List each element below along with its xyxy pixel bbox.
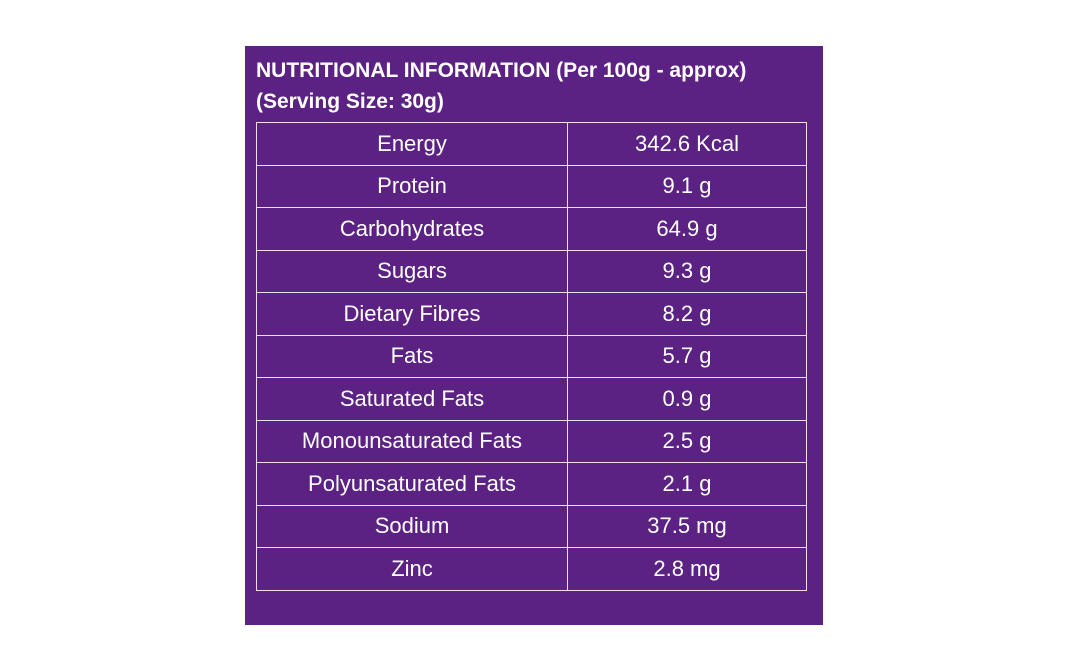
nutrient-amount-cell: 9.3 g (567, 249, 807, 293)
nutrient-name-cell: Sodium (256, 504, 568, 548)
nutrient-name-cell: Fats (256, 334, 568, 378)
table-row: Polyunsaturated Fats 2.1 g (256, 462, 807, 506)
nutrient-amount-cell: 9.1 g (567, 164, 807, 208)
nutrient-name-cell: Monounsaturated Fats (256, 419, 568, 463)
nutrient-name-cell: Saturated Fats (256, 377, 568, 421)
nutrient-amount-cell: 2.1 g (567, 462, 807, 506)
table-row: Sodium 37.5 mg (256, 504, 807, 548)
title-line-2: (Serving Size: 30g) (256, 90, 444, 113)
nutrient-name-cell: Dietary Fibres (256, 292, 568, 336)
nutrition-panel: NUTRITIONAL INFORMATION (Per 100g - appr… (245, 46, 823, 625)
nutrient-name-cell: Carbohydrates (256, 207, 568, 251)
nutrient-name-cell: Zinc (256, 547, 568, 591)
nutrient-amount-cell: 64.9 g (567, 207, 807, 251)
nutrient-name-cell: Sugars (256, 249, 568, 293)
nutrition-title: NUTRITIONAL INFORMATION (Per 100g - appr… (256, 55, 816, 117)
table-row: Carbohydrates 64.9 g (256, 207, 807, 251)
nutrition-table: Energy 342.6 Kcal Protein 9.1 g Carbohydrate… (256, 122, 807, 591)
nutrient-amount-cell: 342.6 Kcal (567, 122, 807, 166)
table-row: Zinc 2.8 mg (256, 547, 807, 591)
nutrient-amount-cell: 5.7 g (567, 334, 807, 378)
nutrient-name-cell: Polyunsaturated Fats (256, 462, 568, 506)
table-row: Monounsaturated Fats 2.5 g (256, 419, 807, 463)
title-line-1: NUTRITIONAL INFORMATION (Per 100g - appr… (256, 59, 747, 82)
nutrient-name-cell: Energy (256, 122, 568, 166)
nutrient-amount-cell: 0.9 g (567, 377, 807, 421)
nutrient-amount-cell: 8.2 g (567, 292, 807, 336)
nutrient-amount-cell: 2.5 g (567, 419, 807, 463)
table-row: Saturated Fats 0.9 g (256, 377, 807, 421)
table-row: Protein 9.1 g (256, 164, 807, 208)
table-row: Dietary Fibres 8.2 g (256, 292, 807, 336)
table-row: Sugars 9.3 g (256, 249, 807, 293)
nutrition-table-body: Energy 342.6 Kcal Protein 9.1 g Carbohydrate… (256, 122, 807, 591)
nutrient-amount-cell: 2.8 mg (567, 547, 807, 591)
table-row: Fats 5.7 g (256, 334, 807, 378)
nutrient-name-cell: Protein (256, 164, 568, 208)
table-row: Energy 342.6 Kcal (256, 122, 807, 166)
nutrient-amount-cell: 37.5 mg (567, 504, 807, 548)
